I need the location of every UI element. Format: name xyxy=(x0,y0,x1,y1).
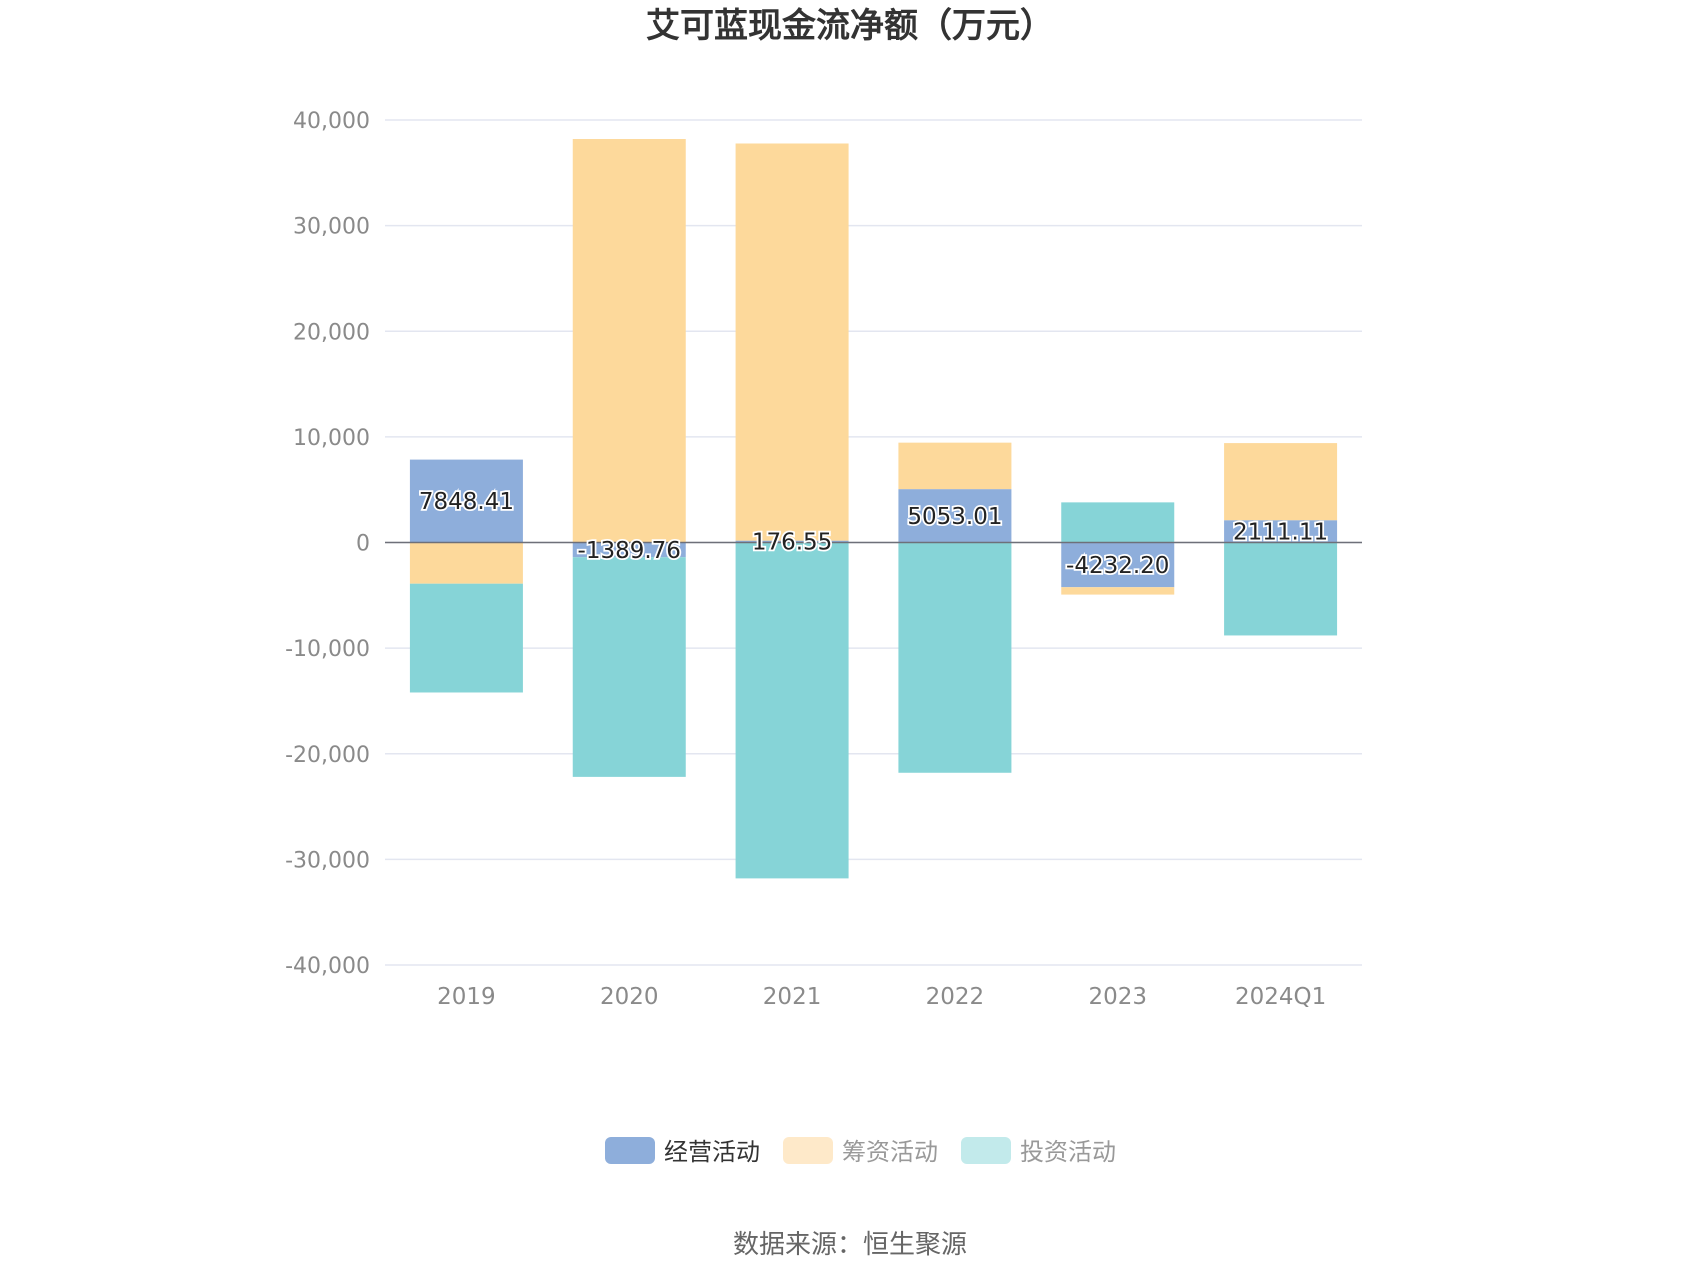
bar-2024Q1-series-0 xyxy=(1224,520,1338,543)
bar-2023-series-1 xyxy=(1061,587,1175,595)
x-tick-label: 2022 xyxy=(926,984,985,1010)
legend-item-2[interactable]: 投资活动 xyxy=(961,1137,1116,1166)
chart-title: 艾可蓝现金流净额（万元） xyxy=(646,6,1054,46)
bar-2021-series-2 xyxy=(735,542,849,879)
legend[interactable]: 经营活动 筹资活动 投资活动 xyxy=(605,1137,1116,1166)
legend-swatch xyxy=(783,1137,833,1164)
y-tick-label: 0 xyxy=(356,532,370,557)
bar-2019-series-2 xyxy=(409,583,523,693)
source-note: 数据来源：恒生聚源 xyxy=(733,1230,967,1260)
data-label-2022: 5053.01 xyxy=(907,504,1002,530)
legend-label: 经营活动 xyxy=(664,1138,760,1166)
bar-2024Q1-series-2 xyxy=(1224,542,1338,636)
bar-2019-series-1 xyxy=(409,542,523,584)
bars xyxy=(409,139,1338,879)
bar-2020-series-2 xyxy=(572,557,686,777)
legend-item-1[interactable]: 筹资活动 xyxy=(783,1137,938,1166)
bar-2022-series-0 xyxy=(898,489,1012,543)
bar-2019-series-0 xyxy=(409,459,523,543)
y-tick-label: -30,000 xyxy=(285,848,370,873)
bar-2024Q1-series-1 xyxy=(1224,443,1338,521)
legend-swatch xyxy=(961,1137,1011,1164)
y-tick-label: 20,000 xyxy=(293,320,370,345)
bar-2021-series-0 xyxy=(735,540,849,543)
data-label-2020: -1389.76 xyxy=(578,538,681,564)
legend-swatch xyxy=(605,1137,655,1164)
bar-2021-series-1 xyxy=(735,143,849,541)
y-tick-label: -20,000 xyxy=(285,743,370,768)
x-axis-tick-labels: 2019 2020 2021 2022 2023 2024Q1 xyxy=(437,984,1326,1010)
legend-item-0[interactable]: 经营活动 xyxy=(605,1137,760,1166)
y-tick-label: 10,000 xyxy=(293,426,370,451)
data-label-2021: 176.55 xyxy=(752,530,832,556)
data-label-2019: 7848.41 xyxy=(419,489,514,515)
legend-label: 投资活动 xyxy=(1020,1138,1116,1166)
x-tick-label: 2020 xyxy=(600,984,659,1010)
x-tick-label: 2021 xyxy=(763,984,822,1010)
bar-2023-series-0 xyxy=(1061,542,1175,588)
data-label-2024Q1: 2111.11 xyxy=(1233,519,1328,545)
x-tick-label: 2023 xyxy=(1088,984,1147,1010)
y-axis-tick-labels: 40,000 30,000 20,000 10,000 0 -10,000 -20,000 -… xyxy=(285,109,370,979)
data-labels: 7848.41 -1389.76 176.55 5053.01 -4232.20 2111… xyxy=(417,487,1330,580)
y-tick-label: -40,000 xyxy=(285,954,370,979)
x-tick-label: 2024Q1 xyxy=(1235,984,1326,1010)
bar-2020-series-1 xyxy=(572,139,686,543)
y-tick-label: 40,000 xyxy=(293,109,370,134)
legend-label: 筹资活动 xyxy=(842,1138,938,1166)
bar-2022-series-1 xyxy=(898,442,1012,490)
bar-2020-series-0 xyxy=(572,542,686,558)
bar-2023-series-2 xyxy=(1061,502,1175,543)
x-tick-label: 2019 xyxy=(437,984,496,1010)
bar-2022-series-2 xyxy=(898,542,1012,773)
y-tick-label: -10,000 xyxy=(285,637,370,662)
y-tick-label: 30,000 xyxy=(293,215,370,240)
data-label-2023: -4232.20 xyxy=(1066,553,1169,579)
